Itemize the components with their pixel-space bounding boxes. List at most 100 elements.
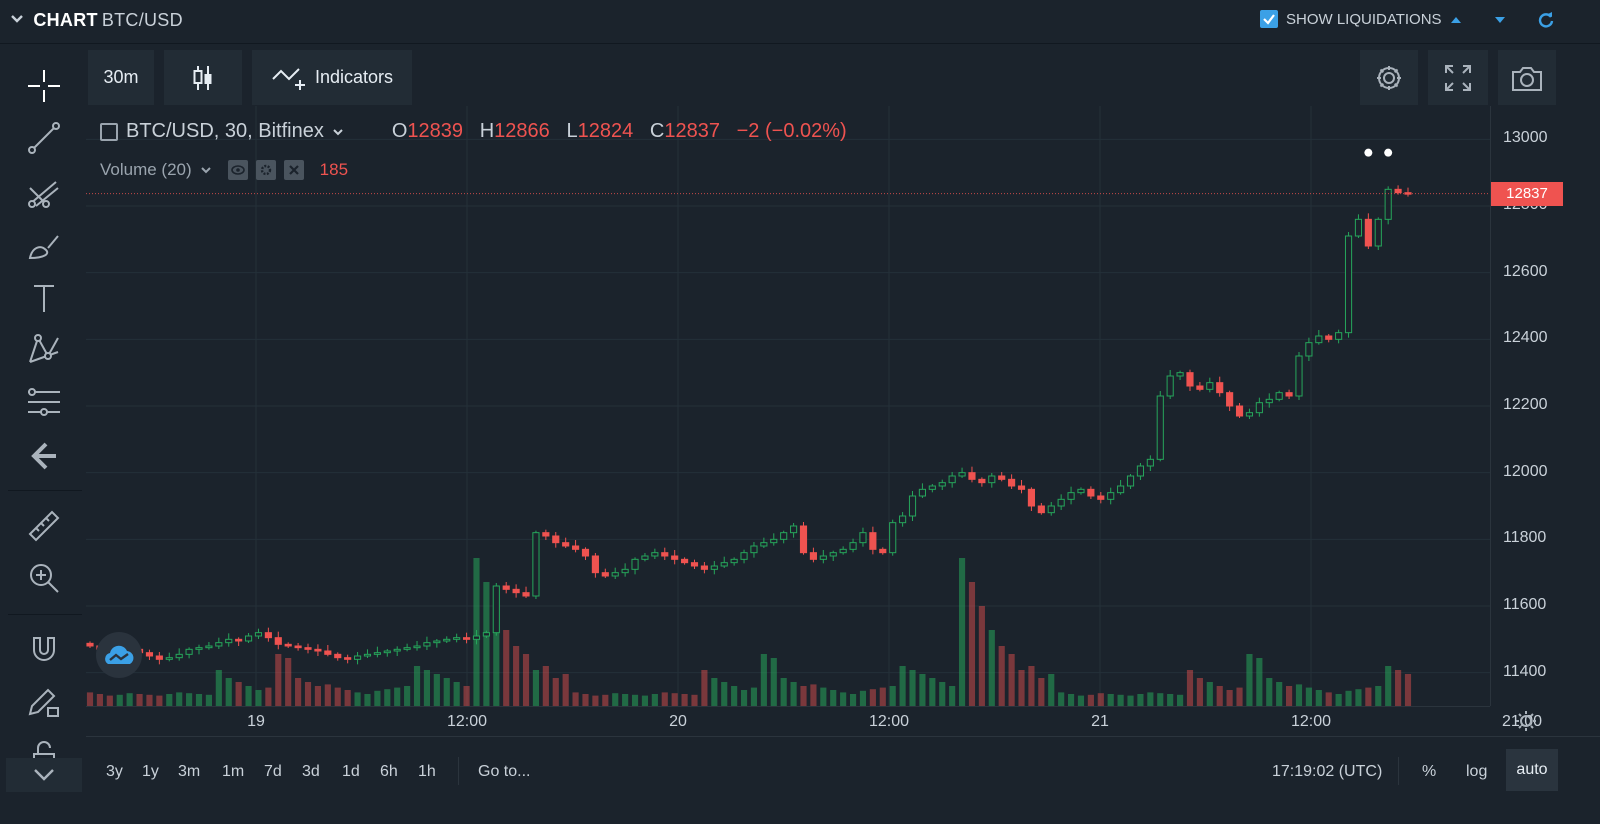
show-liquidations-toggle[interactable]: SHOW LIQUIDATIONS <box>1260 10 1442 28</box>
measure-tool[interactable] <box>22 504 66 548</box>
chevron-down-icon <box>34 769 54 781</box>
indicators-button[interactable]: Indicators <box>252 50 412 105</box>
crosshair-tool[interactable] <box>22 64 66 108</box>
candle-body <box>1335 332 1343 340</box>
auto-scale-toggle[interactable]: auto <box>1506 749 1558 791</box>
volume-bar <box>364 694 371 706</box>
price-chart[interactable] <box>86 106 1490 706</box>
volume-bar <box>939 682 946 706</box>
interval-button[interactable]: 30m <box>88 50 154 105</box>
collapse-legend-icon[interactable] <box>100 122 118 141</box>
candle-body <box>968 472 976 480</box>
volume-bar <box>711 678 718 706</box>
candle-body <box>978 478 986 484</box>
brush-tool[interactable] <box>22 224 66 268</box>
chart-legend: BTC/USD, 30, Bitfinex O12839 H12866 L128… <box>100 120 847 143</box>
chevron-down-icon[interactable] <box>10 12 24 26</box>
lock-drawings-tool[interactable] <box>22 680 66 724</box>
range-button-3y[interactable]: 3y <box>106 763 123 780</box>
candle-body <box>1315 335 1323 344</box>
fullscreen-button[interactable] <box>1428 50 1488 105</box>
price-scale[interactable]: 1140011600118001200012200124001260012800… <box>1490 106 1600 706</box>
hide-toolbar-button[interactable] <box>22 434 66 478</box>
time-axis[interactable]: 19 12:00 20 12:00 21 12:00 21:00 <box>86 706 1542 736</box>
candle-body <box>1186 372 1194 387</box>
chart-overlays <box>86 148 1490 195</box>
volume-bar <box>721 682 728 706</box>
volume-bar <box>1404 674 1412 706</box>
volume-bar <box>1216 686 1223 706</box>
volume-bar <box>225 678 232 706</box>
volume-bar <box>1375 686 1382 706</box>
candle-body <box>671 555 679 560</box>
volume-bar <box>1087 694 1094 706</box>
candle-body <box>998 475 1006 480</box>
volume-bar <box>1315 690 1322 706</box>
chevron-down-icon[interactable] <box>200 164 212 176</box>
pattern-icon <box>29 334 59 363</box>
legend-low-label: L <box>566 120 578 142</box>
fib-tool[interactable] <box>22 380 66 424</box>
chevron-down-icon[interactable] <box>332 126 344 138</box>
chart-title[interactable]: CHART BTC/USD <box>10 10 183 31</box>
volume-bar <box>156 695 163 706</box>
settings-button[interactable] <box>1360 50 1418 105</box>
refresh-icon[interactable] <box>1536 10 1556 30</box>
more-tools-button[interactable] <box>6 758 82 792</box>
trend-line-tool[interactable] <box>22 116 66 160</box>
candle-body <box>1047 505 1055 514</box>
volume-bar <box>1186 670 1194 706</box>
candle-body <box>1275 392 1283 400</box>
legend-high-label: H <box>479 120 495 142</box>
caret-down-icon[interactable] <box>1490 10 1510 30</box>
volume-bar <box>740 690 748 706</box>
candle-body <box>988 475 996 484</box>
goto-button[interactable]: Go to... <box>478 763 531 780</box>
gear-icon[interactable] <box>255 160 276 180</box>
range-button-1y[interactable]: 1y <box>142 763 159 780</box>
volume-bar <box>295 678 302 706</box>
volume-bar <box>582 694 589 706</box>
volume-label[interactable]: Volume (20) <box>100 160 192 179</box>
volume-bar <box>394 687 401 706</box>
candle-body <box>819 555 827 560</box>
utc-clock[interactable]: 17:19:02 (UTC) <box>1272 763 1383 780</box>
price-tick-label: 12000 <box>1503 462 1548 480</box>
text-tool[interactable] <box>22 276 66 320</box>
eye-icon[interactable] <box>227 160 248 180</box>
app-logo <box>96 632 142 678</box>
candle-body <box>1176 372 1184 377</box>
pitchfork-tool[interactable] <box>22 170 66 214</box>
axis-settings-icon[interactable] <box>1514 709 1538 733</box>
close-icon[interactable] <box>283 160 304 180</box>
candle-body <box>572 545 580 550</box>
pattern-tool[interactable] <box>22 328 66 372</box>
percent-toggle[interactable]: % <box>1422 763 1437 780</box>
chart-style-button[interactable] <box>164 50 242 105</box>
volume-bar <box>998 646 1005 706</box>
candle-body <box>403 647 411 650</box>
caret-up-icon[interactable] <box>1446 10 1466 30</box>
range-button-7d[interactable]: 7d <box>264 763 282 780</box>
volume-bar <box>176 692 183 706</box>
candle-body <box>1008 478 1016 487</box>
volume-bar <box>532 670 540 706</box>
legend-instrument[interactable]: BTC/USD, 30, Bitfinex <box>126 120 324 142</box>
volume-bar <box>1246 654 1253 706</box>
zoom-tool[interactable] <box>22 556 66 600</box>
range-button-3d[interactable]: 3d <box>302 763 320 780</box>
magnet-tool[interactable] <box>22 628 66 672</box>
candle-body <box>780 532 788 540</box>
snapshot-button[interactable] <box>1498 50 1556 105</box>
range-button-1m[interactable]: 1m <box>222 763 245 780</box>
range-button-3m[interactable]: 3m <box>178 763 201 780</box>
time-tick-label: 19 <box>247 713 265 730</box>
volume-bar <box>106 695 113 706</box>
log-toggle[interactable]: log <box>1466 763 1488 780</box>
volume-bar <box>909 670 916 706</box>
show-liquidations-checkbox[interactable] <box>1260 10 1278 28</box>
volume-bar <box>631 694 639 706</box>
range-button-1d[interactable]: 1d <box>342 763 360 780</box>
range-button-1h[interactable]: 1h <box>418 763 436 780</box>
range-button-6h[interactable]: 6h <box>380 763 398 780</box>
